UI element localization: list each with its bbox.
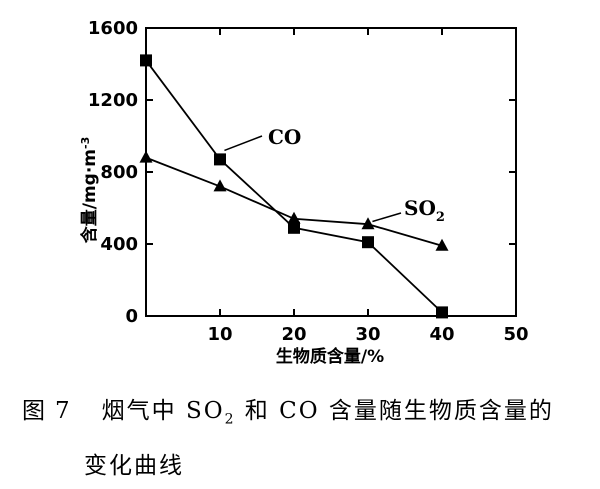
y-axis-label-exponent: -3 [79,137,92,149]
axis-ticks: 0 400 800 1200 1600 10 20 30 40 50 [88,18,529,345]
caption-subscript: 2 [224,411,236,428]
y-tick-label-1200: 1200 [88,90,138,111]
so2-leader-line [372,212,402,223]
data-point-so2-20 [287,211,301,224]
y-tick-label-1600: 1600 [88,18,138,39]
x-tick-label-20: 20 [281,324,306,345]
data-point-co-40 [436,306,448,319]
series-label-so2: SO2 [404,196,445,225]
caption-fig-label: 图 [22,398,47,424]
x-tick-label-40: 40 [429,324,454,345]
series-label-so2-main: SO [404,196,436,220]
series-label-co: CO [268,125,301,149]
y-axis-label: 含量/mg·m-3 [79,137,100,244]
x-tick-label-50: 50 [503,324,528,345]
plot-frame [145,27,517,317]
caption-line-2: 变化曲线 [84,452,184,479]
y-tick-label-400: 400 [100,234,138,255]
series-label-so2-sub: 2 [436,210,445,225]
x-tick-label-10: 10 [207,324,232,345]
caption-fig-number: 7 [55,398,72,424]
caption-text-a: 烟气中 SO [101,398,225,424]
data-point-co-20 [288,221,300,234]
co-leader-line [224,135,263,152]
y-axis-label-main: 含量/mg·m [79,149,100,243]
data-point-co-0 [140,54,152,67]
data-point-so2-10 [213,179,227,192]
y-tick-label-0: 0 [125,306,138,327]
data-point-co-30 [362,236,374,249]
line-chart: 0 400 800 1200 1600 10 20 30 40 50 含量/mg·m-3 生物质含… [79,18,529,367]
x-axis-label: 生物质含量/% [276,346,384,367]
x-tick-label-30: 30 [355,324,380,345]
data-point-so2-40 [435,238,449,251]
y-tick-label-800: 800 [100,162,138,183]
caption-text-b: 和 CO 含量随生物质含量的 [235,398,554,424]
chart-series [139,54,449,319]
data-point-so2-0 [139,150,153,163]
caption-line-1: 图 7 烟气中 SO2 和 CO 含量随生物质含量的 [22,398,554,428]
data-point-co-10 [214,153,226,166]
axes [145,27,517,317]
data-point-so2-30 [361,217,375,230]
series-line-co [145,59,443,314]
figure-caption: 图 7 烟气中 SO2 和 CO 含量随生物质含量的 变化曲线 [22,388,592,489]
chart-labels: 含量/mg·m-3 生物质含量/% CO SO2 [79,125,445,367]
